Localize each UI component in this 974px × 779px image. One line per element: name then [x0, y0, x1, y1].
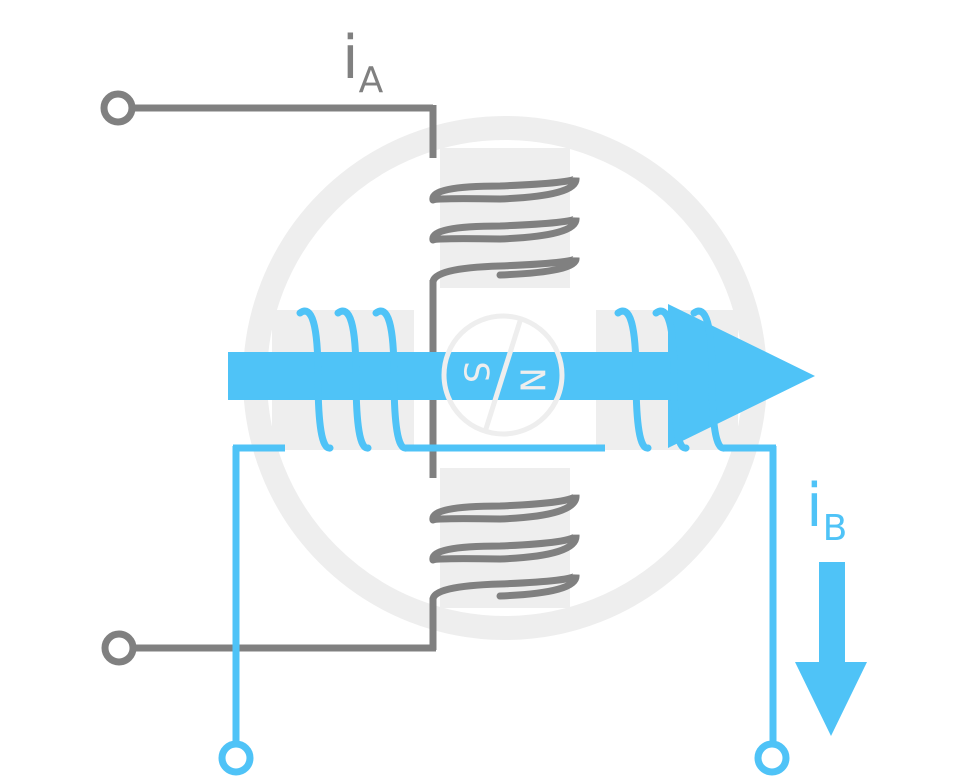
phase-a-terminal-top — [100, 90, 136, 126]
current-a-label: iA — [342, 23, 384, 101]
phase-b-right-coil — [614, 307, 728, 452]
current-b-symbol: i — [806, 471, 823, 541]
rotor-south-label: S — [456, 361, 496, 383]
current-b-arrow — [795, 562, 867, 736]
rotor-north-label: N — [512, 367, 552, 392]
phase-b-terminal-right — [754, 740, 790, 776]
current-b-label: iB — [806, 471, 847, 549]
current-a-subscript: A — [359, 60, 384, 101]
phase-b-terminal-left — [218, 740, 254, 776]
phase-a-terminal-bottom — [101, 630, 137, 666]
phase-a-top-coil — [429, 175, 580, 287]
phase-b-wiring — [232, 444, 777, 744]
current-a-symbol: i — [342, 23, 359, 93]
current-b-subscript: B — [823, 508, 848, 549]
magnetic-field-arrow — [228, 304, 815, 448]
rotor: S N — [441, 313, 565, 437]
phase-a-bottom-coil — [429, 493, 580, 604]
phase-b-left-coil — [296, 307, 410, 452]
